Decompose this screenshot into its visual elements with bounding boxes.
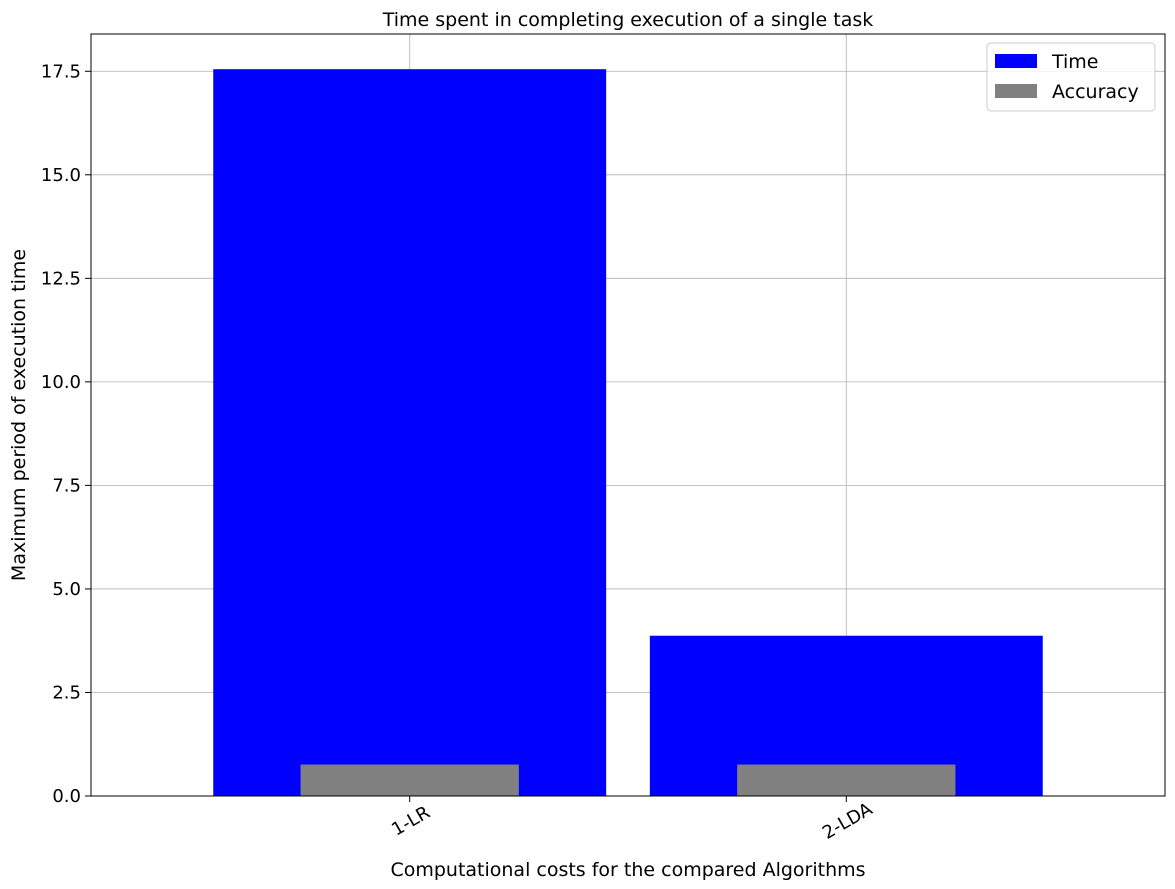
y-tick-label: 7.5 [52, 475, 81, 496]
legend-label-time: Time [1051, 51, 1099, 73]
legend-label-accuracy: Accuracy [1052, 81, 1139, 103]
legend-swatch-accuracy [995, 84, 1037, 98]
x-axis-ticks: 1-LR 2-LDA [388, 796, 877, 844]
legend-swatch-time [995, 54, 1037, 68]
y-tick-label: 15.0 [41, 165, 81, 186]
x-tick-label: 2-LDA [819, 798, 877, 843]
y-tick-label: 17.5 [41, 61, 81, 82]
x-axis-label: Computational costs for the compared Alg… [390, 859, 865, 881]
bar-accuracy-1-lr [300, 764, 519, 796]
y-tick-label: 12.5 [41, 268, 81, 289]
legend: Time Accuracy [986, 42, 1156, 112]
bar-accuracy-2-lda [737, 764, 956, 796]
y-tick-label: 2.5 [52, 682, 81, 703]
y-tick-label: 0.0 [52, 786, 81, 807]
y-axis-label: Maximum period of execution time [8, 249, 30, 581]
bar-time-1-lr [213, 69, 607, 796]
y-tick-label: 5.0 [52, 579, 81, 600]
plot-area-frame [90, 33, 1166, 797]
x-tick-label: 1-LR [388, 802, 434, 840]
bars [213, 69, 1043, 796]
chart-title: Time spent in completing execution of a … [382, 9, 874, 31]
y-tick-label: 10.0 [41, 372, 81, 393]
y-axis-ticks: 0.0 2.5 5.0 7.5 10.0 12.5 15.0 17.5 [41, 61, 91, 807]
